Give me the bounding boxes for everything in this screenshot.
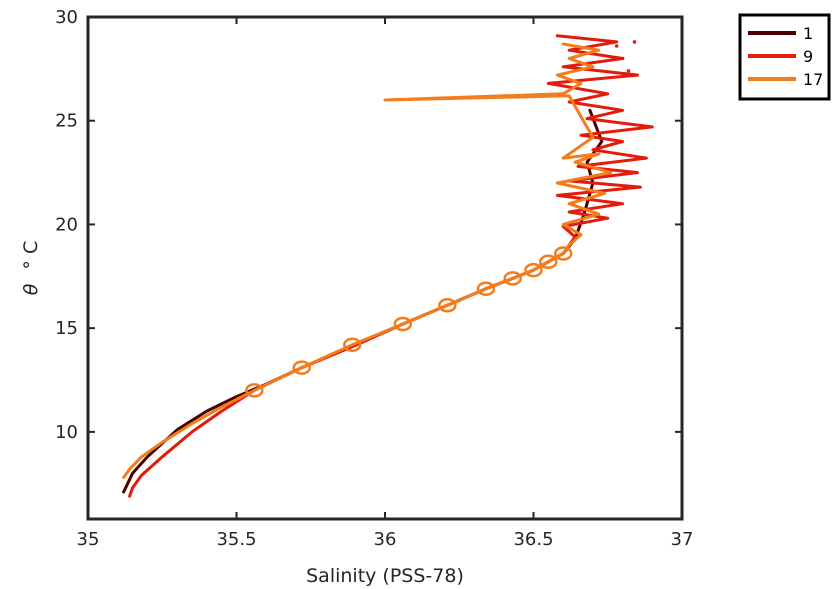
axis-layer: 35 35.5 36 36.5 37 10 15 20 25 30: [55, 7, 693, 550]
y-axis-label: θ ° C: [20, 241, 42, 295]
y-axis-label-symbol: θ: [20, 283, 42, 295]
profile-marker: [292, 360, 312, 375]
x-tick-label: 35.5: [216, 529, 256, 550]
profile-marker: [524, 262, 543, 278]
svg-text:θ ° C: θ ° C: [20, 241, 42, 295]
scatter-point: [632, 40, 637, 44]
scatter-point: [626, 69, 631, 73]
profile-marker: [393, 316, 413, 332]
x-axis-label: Salinity (PSS-78): [306, 565, 464, 587]
profile-marker: [503, 271, 522, 286]
y-tick-label: 20: [55, 214, 78, 235]
x-tick-label: 36: [374, 529, 397, 550]
scatter-point: [614, 44, 619, 48]
profile-marker: [343, 337, 362, 353]
legend-label-9: 9: [803, 47, 813, 66]
legend-label-17: 17: [803, 70, 823, 89]
x-tick-label: 35: [77, 529, 100, 550]
profile-marker: [245, 383, 264, 398]
profile-marker: [438, 298, 457, 313]
marker-layer: [245, 40, 637, 398]
y-tick-label: 10: [55, 422, 78, 443]
profile-marker: [539, 254, 558, 270]
profile-marker: [553, 246, 573, 261]
y-tick-label: 15: [55, 318, 78, 339]
y-tick-label: 30: [55, 7, 78, 28]
profile-marker: [476, 281, 496, 296]
x-tick-label: 36.5: [513, 529, 553, 550]
y-axis-label-unit: ° C: [20, 241, 42, 270]
scatter-point: [620, 56, 625, 61]
legend-label-1: 1: [803, 24, 813, 43]
y-tick-label: 25: [55, 111, 78, 132]
x-tick-label: 37: [671, 529, 694, 550]
